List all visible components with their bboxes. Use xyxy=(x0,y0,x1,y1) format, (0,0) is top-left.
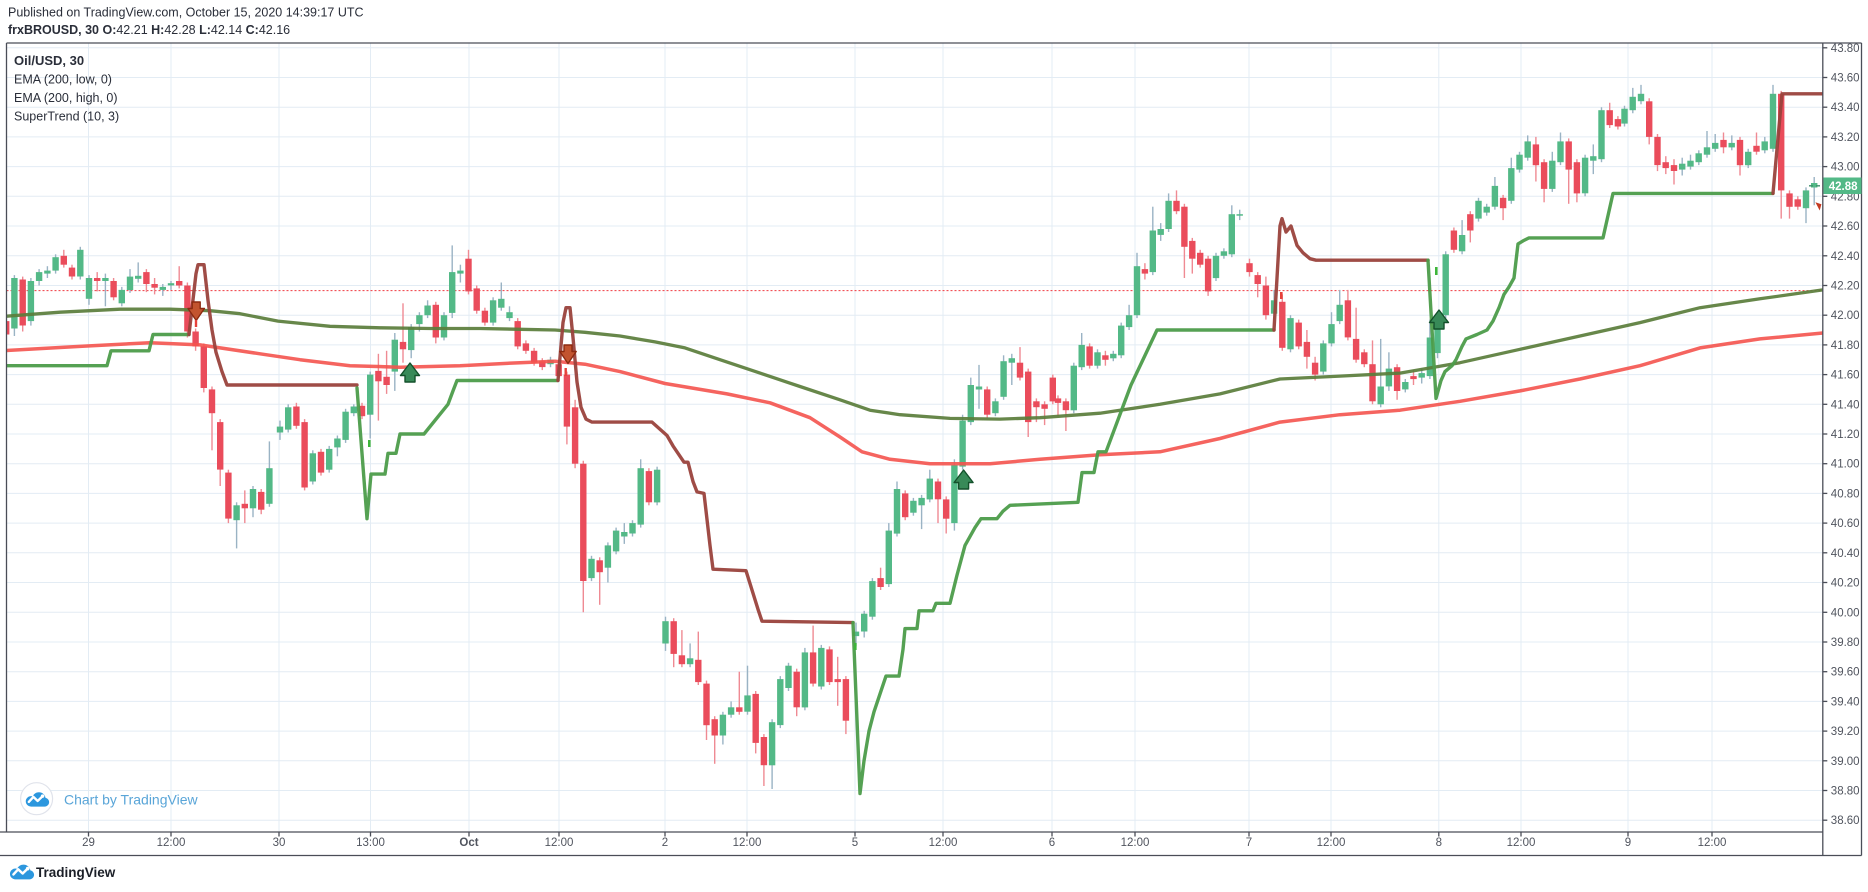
svg-text:12:00: 12:00 xyxy=(733,837,762,849)
svg-text:42.20: 42.20 xyxy=(1831,281,1860,293)
svg-text:30: 30 xyxy=(273,837,286,849)
svg-text:42.00: 42.00 xyxy=(1831,310,1860,322)
svg-text:Chart by TradingView: Chart by TradingView xyxy=(64,792,198,808)
svg-text:39.20: 39.20 xyxy=(1831,726,1860,738)
svg-text:Oil/USD, 30: Oil/USD, 30 xyxy=(14,53,84,68)
svg-text:12:00: 12:00 xyxy=(1121,837,1150,849)
svg-text:40.40: 40.40 xyxy=(1831,548,1860,560)
svg-text:5: 5 xyxy=(852,837,858,849)
svg-text:29: 29 xyxy=(82,837,95,849)
svg-text:12:00: 12:00 xyxy=(157,837,186,849)
svg-text:TradingView: TradingView xyxy=(36,865,116,880)
svg-text:40.00: 40.00 xyxy=(1831,607,1860,619)
svg-text:8: 8 xyxy=(1436,837,1442,849)
svg-text:43.00: 43.00 xyxy=(1831,162,1860,174)
svg-text:43.80: 43.80 xyxy=(1831,43,1860,55)
svg-text:40.60: 40.60 xyxy=(1831,518,1860,530)
svg-text:40.80: 40.80 xyxy=(1831,488,1860,500)
svg-text:2: 2 xyxy=(662,837,668,849)
svg-text:43.20: 43.20 xyxy=(1831,132,1860,144)
svg-text:39.00: 39.00 xyxy=(1831,756,1860,768)
svg-text:12:00: 12:00 xyxy=(929,837,958,849)
svg-text:39.60: 39.60 xyxy=(1831,667,1860,679)
svg-text:EMA (200, low, 0): EMA (200, low, 0) xyxy=(14,73,112,87)
svg-text:43.60: 43.60 xyxy=(1831,73,1860,85)
svg-text:40.20: 40.20 xyxy=(1831,578,1860,590)
svg-text:41.80: 41.80 xyxy=(1831,340,1860,352)
svg-text:12:00: 12:00 xyxy=(545,837,574,849)
svg-text:9: 9 xyxy=(1625,837,1631,849)
svg-text:42.80: 42.80 xyxy=(1831,191,1860,203)
svg-text:6: 6 xyxy=(1049,837,1055,849)
svg-text:12:00: 12:00 xyxy=(1507,837,1536,849)
svg-text:41.60: 41.60 xyxy=(1831,370,1860,382)
svg-text:EMA (200, high, 0): EMA (200, high, 0) xyxy=(14,91,118,105)
svg-text:41.00: 41.00 xyxy=(1831,459,1860,471)
svg-text:42.60: 42.60 xyxy=(1831,221,1860,233)
svg-text:41.20: 41.20 xyxy=(1831,429,1860,441)
svg-text:Oct: Oct xyxy=(459,837,478,849)
svg-text:frxBROUSD, 30 O:42.21 H:42.28: frxBROUSD, 30 O:42.21 H:42.28 L:42.14 C:… xyxy=(8,23,290,37)
svg-text:42.88: 42.88 xyxy=(1829,181,1858,193)
svg-text:12:00: 12:00 xyxy=(1317,837,1346,849)
svg-text:42.40: 42.40 xyxy=(1831,251,1860,263)
svg-text:13:00: 13:00 xyxy=(356,837,385,849)
svg-text:41.40: 41.40 xyxy=(1831,399,1860,411)
svg-text:38.60: 38.60 xyxy=(1831,815,1860,827)
svg-text:7: 7 xyxy=(1246,837,1252,849)
svg-text:Published on TradingView.com,: Published on TradingView.com, October 15… xyxy=(8,6,364,20)
svg-text:SuperTrend (10, 3): SuperTrend (10, 3) xyxy=(14,110,119,124)
svg-text:43.40: 43.40 xyxy=(1831,102,1860,114)
svg-text:38.80: 38.80 xyxy=(1831,786,1860,798)
svg-text:39.40: 39.40 xyxy=(1831,696,1860,708)
svg-text:12:00: 12:00 xyxy=(1698,837,1727,849)
svg-text:39.80: 39.80 xyxy=(1831,637,1860,649)
